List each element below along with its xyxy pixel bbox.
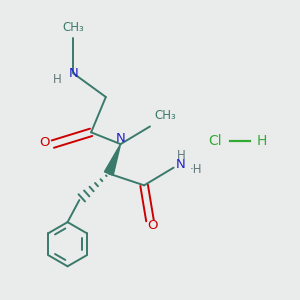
Polygon shape xyxy=(104,144,121,175)
Text: ·H: ·H xyxy=(189,163,202,176)
Text: H: H xyxy=(257,134,267,148)
Text: CH₃: CH₃ xyxy=(154,109,176,122)
Text: N: N xyxy=(69,67,78,80)
Text: N: N xyxy=(116,132,125,145)
Text: H: H xyxy=(176,149,185,162)
Text: O: O xyxy=(148,219,158,232)
Text: CH₃: CH₃ xyxy=(63,21,84,34)
Text: Cl: Cl xyxy=(208,134,222,148)
Text: N: N xyxy=(176,158,186,171)
Text: H: H xyxy=(53,73,62,86)
Text: O: O xyxy=(39,136,50,149)
